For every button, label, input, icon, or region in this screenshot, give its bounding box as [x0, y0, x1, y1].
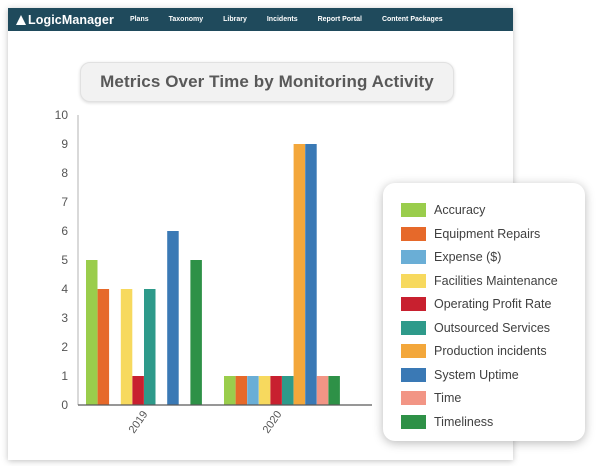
bar: [97, 289, 110, 405]
legend-swatch: [401, 297, 426, 311]
legend-item[interactable]: Equipment Repairs: [401, 226, 540, 242]
y-tick-label: 3: [61, 311, 68, 325]
bar: [247, 376, 259, 405]
nav-plans[interactable]: Plans: [129, 16, 149, 23]
bar: [86, 260, 98, 405]
legend-label: Facilities Maintenance: [434, 273, 558, 288]
legend-label: Outsourced Services: [434, 320, 551, 335]
x-tick-label: 2019: [127, 409, 151, 436]
bar: [132, 376, 144, 405]
legend-label: Accuracy: [434, 203, 486, 217]
legend-item[interactable]: Accuracy: [401, 202, 485, 218]
legend-item[interactable]: Timeliness: [401, 414, 493, 430]
nav-library[interactable]: Library: [223, 16, 247, 23]
legend-swatch: [401, 273, 426, 288]
bar: [328, 376, 340, 405]
x-tick-label: 2020: [261, 409, 285, 436]
y-tick-label: 1: [61, 369, 68, 383]
nav-content-packages[interactable]: Content Packages: [381, 16, 443, 23]
y-tick-label: 5: [61, 253, 68, 267]
legend-item[interactable]: Operating Profit Rate: [401, 296, 551, 312]
legend-item[interactable]: Outsourced Services: [401, 320, 550, 336]
legend-label: Time: [434, 391, 462, 405]
nav-incidents[interactable]: Incidents: [266, 16, 298, 23]
legend-swatch: [401, 320, 426, 335]
legend-swatch: [401, 367, 426, 382]
legend-swatch: [401, 226, 426, 241]
y-tick-label: 9: [61, 137, 68, 151]
legend-item[interactable]: Expense ($): [401, 249, 501, 265]
legend-label: Expense ($): [434, 250, 502, 264]
legend-item[interactable]: System Uptime: [401, 367, 519, 383]
legend-swatch: [401, 344, 426, 358]
logo-icon: [16, 14, 26, 25]
legend-item[interactable]: Production incidents: [401, 343, 547, 359]
brand-logo[interactable]: LogicManager: [16, 13, 114, 27]
legend-item[interactable]: Facilities Maintenance: [401, 273, 558, 289]
bar: [258, 376, 271, 405]
y-tick-label: 0: [61, 398, 68, 412]
bar: [235, 376, 248, 405]
y-tick-label: 4: [61, 282, 68, 296]
y-tick-label: 8: [61, 166, 68, 180]
legend-swatch: [401, 414, 426, 429]
legend-label: Production incidents: [434, 344, 547, 358]
legend-label: Equipment Repairs: [434, 226, 541, 241]
legend-label: Timeliness: [434, 414, 494, 429]
legend-label: System Uptime: [434, 367, 519, 382]
bar: [144, 289, 156, 405]
nav-taxonomy[interactable]: Taxonomy: [168, 16, 204, 23]
bar: [120, 289, 133, 405]
nav-report-portal[interactable]: Report Portal: [317, 16, 362, 23]
bar: [316, 376, 329, 405]
bar: [293, 144, 306, 405]
bar: [305, 144, 317, 405]
legend-label: Operating Profit Rate: [434, 297, 552, 311]
bar: [270, 376, 282, 405]
chart-legend: Accuracy Equipment Repairs Expense ($) Faci…: [383, 183, 585, 441]
bar: [224, 376, 236, 405]
top-navbar: LogicManager Plans Taxonomy Library Inci…: [8, 8, 513, 31]
bar: [282, 376, 294, 405]
bar: [167, 231, 179, 405]
y-tick-label: 2: [61, 340, 68, 354]
legend-item[interactable]: Time: [401, 390, 461, 406]
y-tick-label: 10: [55, 108, 69, 122]
bar: [190, 260, 202, 405]
legend-swatch: [401, 250, 426, 264]
legend-swatch: [401, 203, 426, 217]
y-tick-label: 6: [61, 224, 68, 238]
chart-title-card: Metrics Over Time by Monitoring Activity: [80, 62, 454, 102]
brand-name: LogicManager: [28, 12, 114, 27]
legend-swatch: [401, 391, 426, 405]
chart-title: Metrics Over Time by Monitoring Activity: [100, 72, 434, 91]
y-tick-label: 7: [61, 195, 68, 209]
